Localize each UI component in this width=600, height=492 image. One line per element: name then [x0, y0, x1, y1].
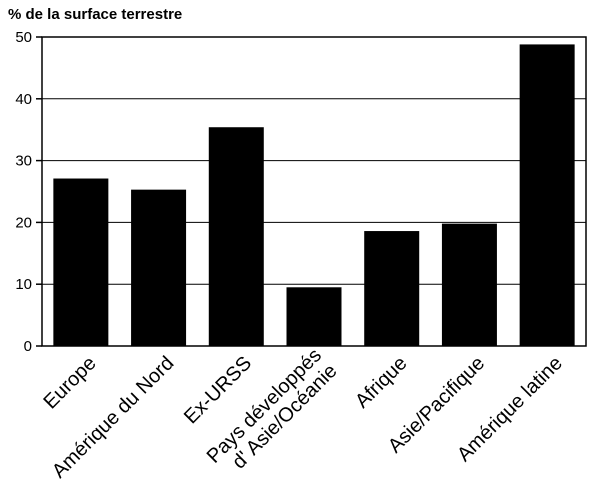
bar	[53, 178, 109, 346]
plot-frame	[41, 36, 587, 347]
x-tick-label-line: Europe	[39, 352, 100, 413]
bar	[286, 287, 342, 346]
x-tick-label: Afrique	[351, 352, 411, 412]
y-tick-label: 50	[15, 29, 32, 46]
y-ticks: 0 10 20 30 40 50	[15, 29, 42, 355]
bar	[364, 231, 420, 346]
bar	[519, 44, 575, 346]
y-tick-label: 20	[15, 214, 32, 231]
x-tick-label: Europe	[39, 352, 100, 413]
bars	[53, 44, 575, 346]
gridlines	[42, 98, 586, 285]
bar	[441, 223, 497, 346]
y-tick-label: 10	[15, 276, 32, 293]
y-tick-label: 30	[15, 153, 32, 170]
x-tick-label-line: Afrique	[351, 352, 411, 412]
bar	[208, 127, 264, 346]
y-tick-label: 0	[24, 338, 32, 355]
bar	[131, 189, 187, 346]
y-axis-label: % de la surface terrestre	[8, 6, 182, 23]
y-tick-label: 40	[15, 91, 32, 108]
